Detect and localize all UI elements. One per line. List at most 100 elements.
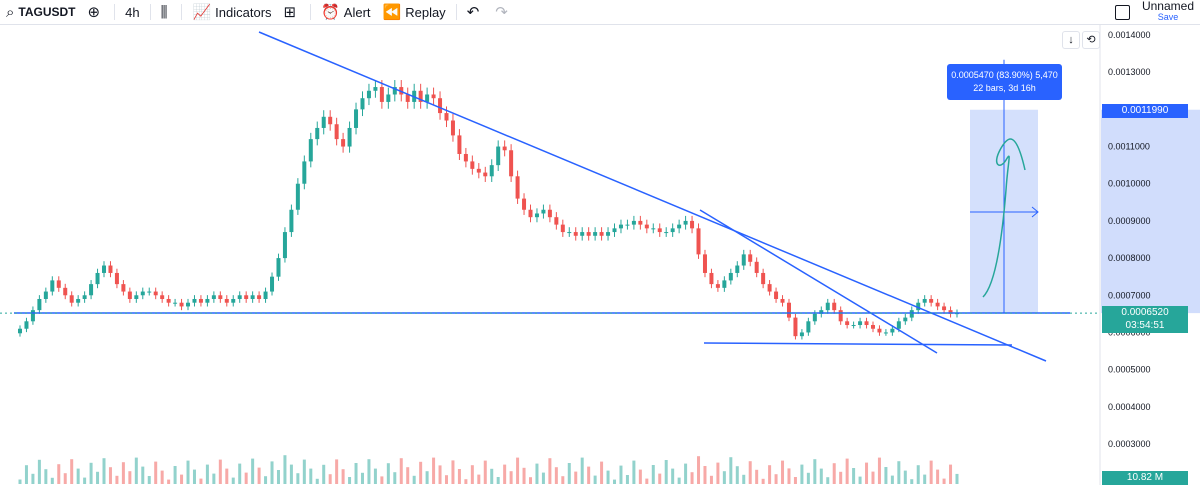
candle-body <box>43 291 48 299</box>
volume-bar <box>516 457 520 484</box>
candle-body <box>780 298 785 303</box>
chart-pane[interactable]: 0.0014000 0.0013000 0.0011000 0.0010000 0.00… <box>0 25 1200 485</box>
candle-body <box>541 209 546 214</box>
candle-body <box>405 94 410 102</box>
volume-bar <box>251 458 255 484</box>
candle-body <box>754 261 759 273</box>
volume-bar <box>108 467 112 484</box>
candle-body <box>418 90 423 102</box>
candle-body <box>114 272 119 285</box>
volume-bar <box>348 477 352 484</box>
symbol-name: TAGUSDT <box>18 5 76 19</box>
volume-bar <box>490 468 494 484</box>
volume-bar <box>697 456 701 484</box>
volume-bar <box>949 464 953 484</box>
volume-bar <box>658 473 662 484</box>
volume-bar <box>283 455 287 484</box>
volume-bar <box>425 471 429 484</box>
toolbar-divider <box>310 4 312 20</box>
candle-body <box>748 254 753 262</box>
volume-bar <box>386 463 390 484</box>
volume-bar <box>936 469 940 484</box>
volume-bar <box>593 475 597 484</box>
candle-body <box>302 161 307 184</box>
candle-body <box>929 298 934 303</box>
redo-button[interactable]: ↷ <box>489 0 518 24</box>
volume-bar <box>31 473 35 484</box>
candle-body <box>444 113 449 121</box>
candle-body <box>237 295 242 299</box>
descending-trendline <box>258 31 1047 362</box>
volume-label: 10.82 M <box>1102 471 1188 485</box>
candle-body <box>211 295 216 299</box>
volume-bar <box>231 477 235 484</box>
candle-body <box>102 265 107 273</box>
candle-body <box>534 213 539 218</box>
candle-body <box>379 87 384 102</box>
volume-bar <box>218 459 222 484</box>
volume-bar <box>309 468 313 484</box>
candle-body <box>896 321 901 329</box>
volume-bar <box>839 471 843 484</box>
volume-bar <box>432 457 436 484</box>
alert-button[interactable]: ⏰ Alert <box>315 0 376 24</box>
candle-body <box>909 310 914 318</box>
volume-bar <box>302 459 306 484</box>
chart-type-button[interactable]: ⫼ <box>155 0 178 24</box>
volume-bar <box>735 466 739 484</box>
candle-body <box>799 332 804 337</box>
undo-button[interactable]: ↶ <box>461 0 490 24</box>
candle-body <box>289 209 294 233</box>
candle-body <box>18 328 22 334</box>
toolbar-divider <box>149 4 151 20</box>
volume-bar <box>567 463 571 484</box>
volume-bar <box>393 472 397 484</box>
volume-bar <box>76 468 80 484</box>
volume-bar <box>613 479 617 484</box>
candle-body <box>166 298 171 303</box>
candle-body <box>160 295 165 299</box>
price-chart[interactable]: 0.0014000 0.0013000 0.0011000 0.0010000 0.00… <box>0 25 1200 485</box>
layout-icon <box>1114 4 1130 20</box>
volume-bar <box>128 471 132 484</box>
candle-body <box>515 176 520 199</box>
reset-chart-button[interactable]: ⟲ <box>1082 31 1100 49</box>
compare-button[interactable]: ⊕ <box>82 0 111 24</box>
volume-bar <box>910 479 914 484</box>
volume-bar <box>761 478 765 484</box>
templates-icon: ⊞ <box>283 3 297 21</box>
volume-bar <box>315 478 319 484</box>
volume-bar <box>102 458 106 484</box>
volume-bar <box>535 463 539 484</box>
candle-body <box>276 258 281 277</box>
price-tick-label: 0.0008000 <box>1108 253 1151 263</box>
toolbar-divider <box>181 4 183 20</box>
volume-bar <box>134 457 138 484</box>
volume-bar <box>367 459 371 484</box>
alert-label: Alert <box>343 4 371 20</box>
candle-body <box>735 265 740 273</box>
interval-button[interactable]: 4h <box>119 0 145 24</box>
candle-body <box>644 224 649 229</box>
candle-body <box>308 139 313 162</box>
volume-bar <box>296 473 300 484</box>
layout-save[interactable]: Unnamed Save <box>1114 0 1194 24</box>
indicators-button[interactable]: 📈 Indicators <box>186 0 277 24</box>
bar-countdown: 03:54:51 <box>1102 319 1188 333</box>
candle-body <box>825 302 830 311</box>
replay-button[interactable]: ⏪ Replay <box>377 0 452 24</box>
volume-bar <box>768 465 772 484</box>
templates-button[interactable]: ⊞ <box>278 0 307 24</box>
volume-bar <box>412 475 416 484</box>
symbol-search[interactable]: ⌕ TAGUSDT <box>0 0 82 24</box>
volume-bar <box>186 460 190 484</box>
scroll-to-realtime-button[interactable]: ↓ <box>1062 31 1080 49</box>
save-label[interactable]: Save <box>1157 12 1179 22</box>
candle-body <box>625 224 630 226</box>
candle-body <box>341 139 346 147</box>
add-symbol-icon: ⊕ <box>87 3 101 21</box>
candle-body <box>153 291 158 296</box>
candle-body <box>715 284 720 288</box>
measure-line2: 22 bars, 3d 16h <box>973 83 1036 93</box>
volume-bar <box>380 476 384 484</box>
